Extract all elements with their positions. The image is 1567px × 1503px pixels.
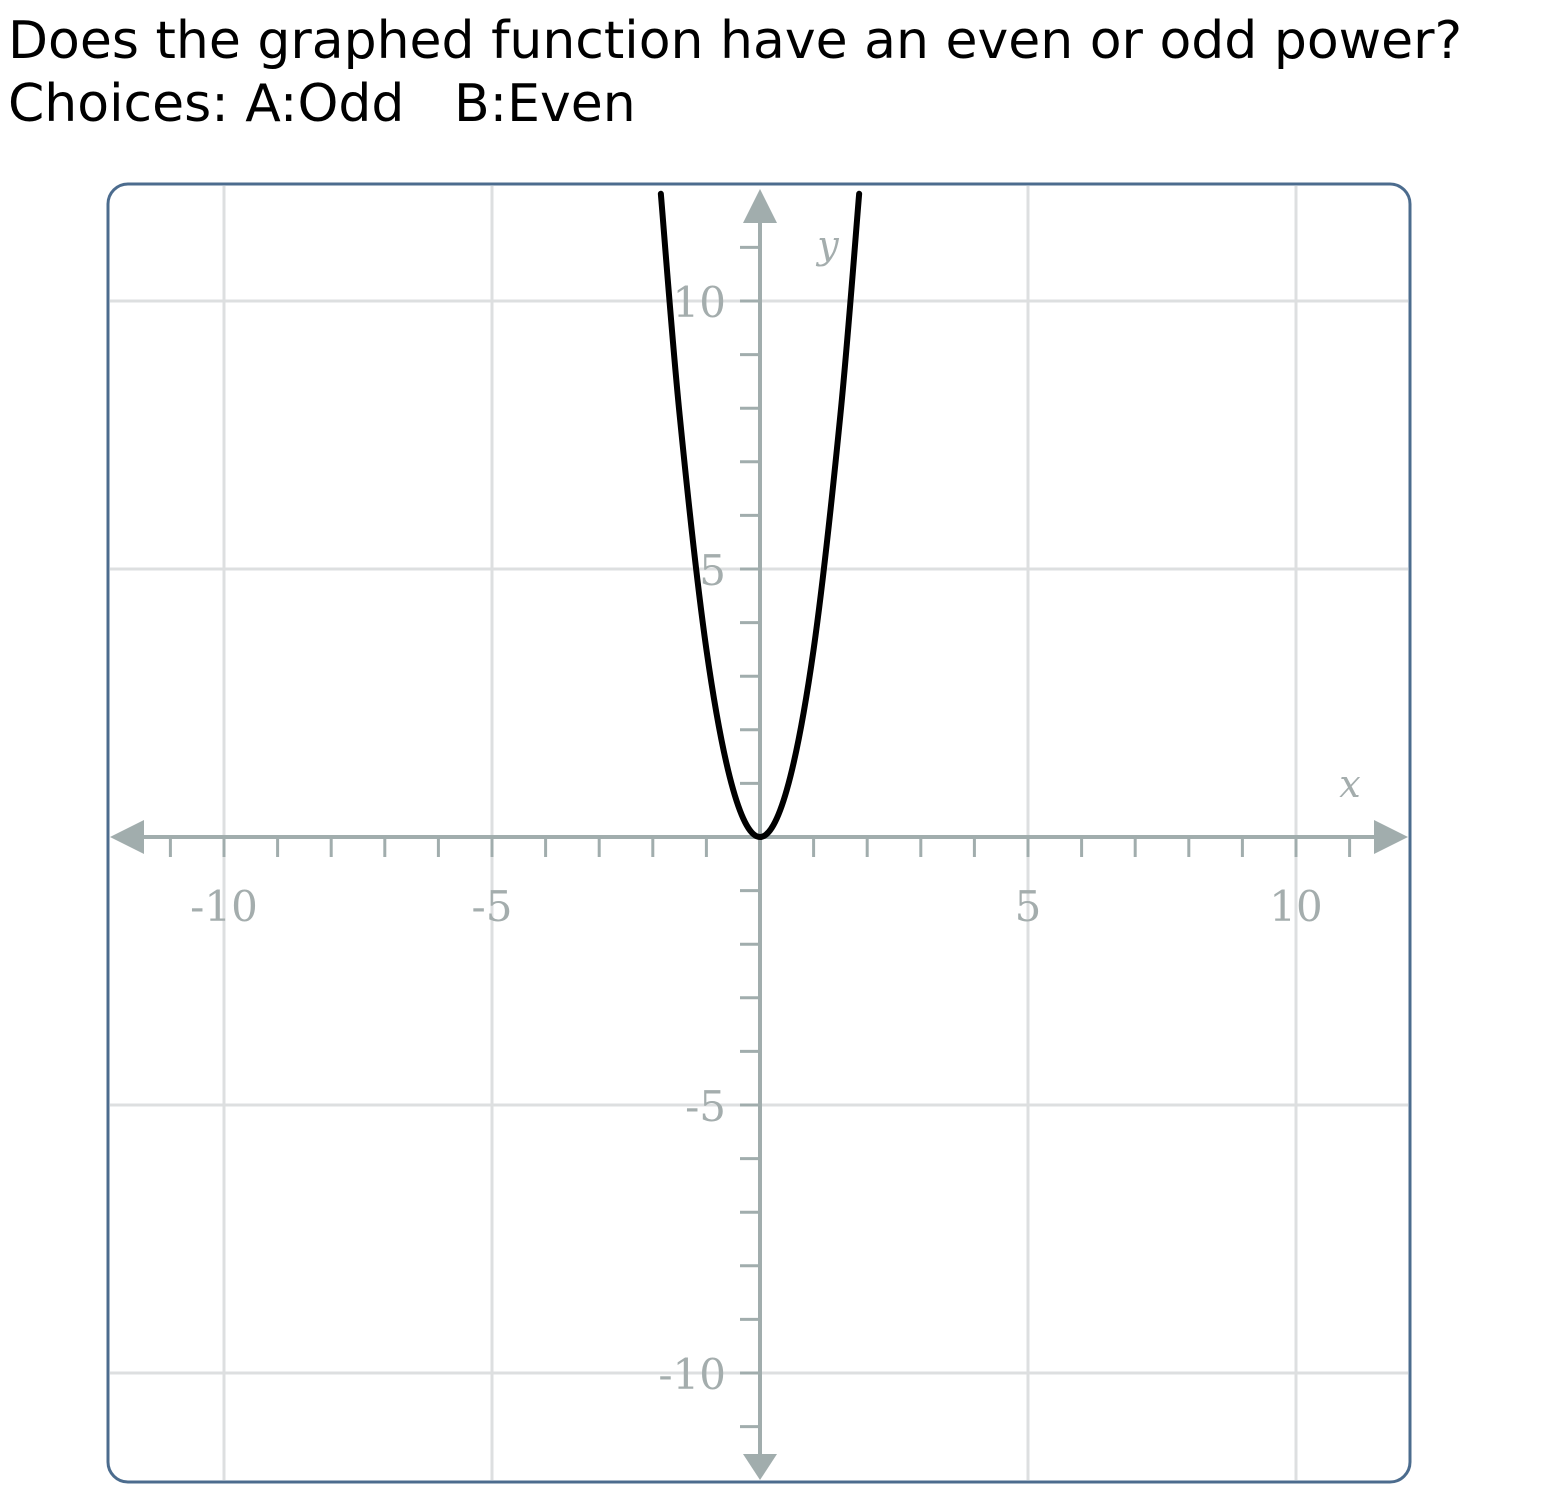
tick-labels: -10 -5 5 10 10 5 -5 -10 x y: [190, 223, 1361, 1399]
x-tick-label: -10: [190, 882, 258, 931]
choices-label: Choices:: [8, 74, 229, 134]
y-axis-name: y: [815, 223, 839, 267]
x-axis-name: x: [1339, 762, 1360, 806]
y-axis-bottom-arrow: [743, 1454, 777, 1480]
question-text-block: Does the graphed function have an even o…: [8, 10, 1563, 136]
graph-frame: [106, 182, 1412, 1484]
function-curve: [657, 190, 863, 840]
x-axis-right-arrow: [1374, 820, 1408, 854]
function-curve-layer: [657, 190, 863, 840]
x-tick-label: 10: [1269, 882, 1322, 931]
x-axis-left-arrow: [110, 820, 144, 854]
y-tick-label: 5: [699, 546, 726, 595]
y-tick-label: -5: [685, 1082, 726, 1131]
question-title: Does the graphed function have an even o…: [8, 11, 1463, 71]
y-tick-label: -10: [658, 1350, 726, 1399]
x-tick-label: 5: [1015, 882, 1042, 931]
y-axis-top-arrow: [743, 189, 777, 223]
choices-line: Choices: A:Odd B:Even: [8, 73, 1563, 136]
y-tick-label: 10: [673, 278, 726, 327]
choice-a: A:Odd: [245, 74, 405, 134]
choice-b: B:Even: [453, 74, 636, 134]
x-tick-label: -5: [472, 882, 513, 931]
